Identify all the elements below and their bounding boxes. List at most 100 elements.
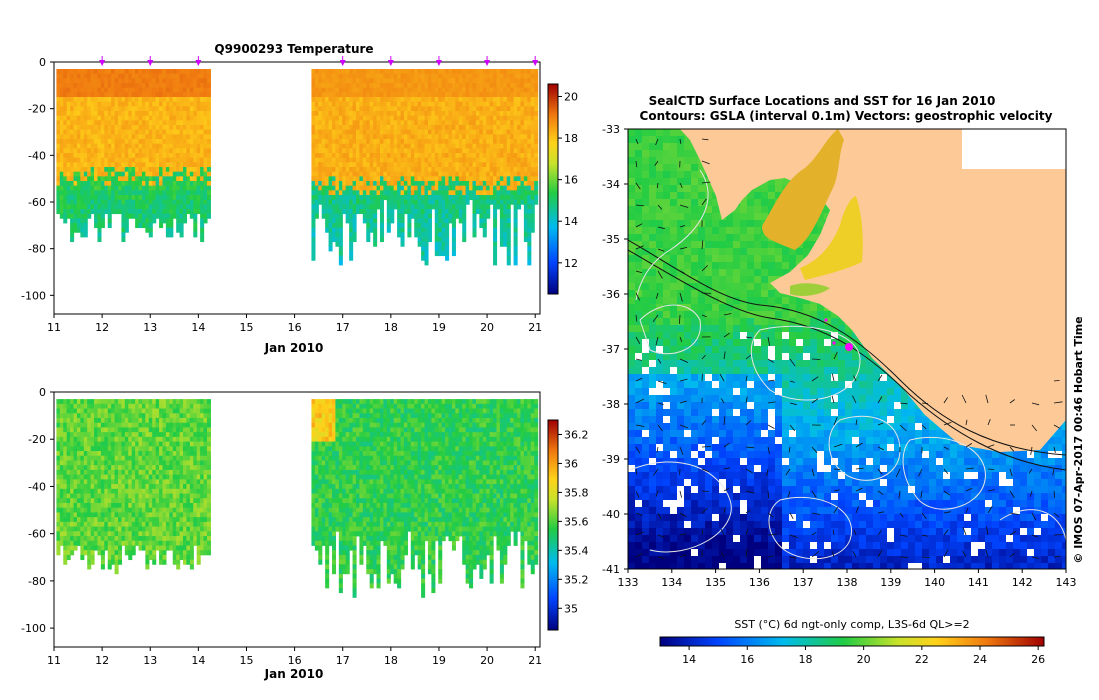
- section-cell: [76, 531, 81, 537]
- section-cell: [118, 106, 123, 112]
- section-cell: [332, 195, 337, 201]
- section-cell: [63, 209, 68, 215]
- section-cell: [152, 199, 157, 205]
- section-cell: [97, 550, 102, 556]
- section-cell: [66, 512, 71, 518]
- section-cell: [482, 195, 487, 201]
- section-cell: [206, 204, 211, 210]
- section-cell: [359, 83, 364, 89]
- section-cell: [496, 167, 501, 173]
- section-cell: [148, 181, 153, 187]
- section-cell: [345, 162, 350, 168]
- section-cell: [342, 195, 347, 201]
- section-cell: [155, 120, 160, 126]
- section-cell: [355, 87, 361, 93]
- section-cell: [159, 97, 164, 103]
- section-cell: [90, 204, 95, 210]
- section-cell: [342, 97, 347, 103]
- section-cell: [111, 101, 116, 107]
- section-cell: [517, 157, 522, 163]
- section-cell: [342, 111, 347, 117]
- section-cell: [159, 199, 164, 205]
- section-cell: [94, 512, 99, 518]
- section-cell: [159, 493, 164, 499]
- section-cell: [176, 106, 181, 112]
- section-cell: [338, 139, 343, 145]
- section-cell: [131, 101, 136, 107]
- section-cell: [451, 78, 456, 84]
- section-cell: [76, 111, 81, 117]
- section-cell: [83, 232, 88, 238]
- section-cell: [455, 111, 460, 117]
- section-cell: [56, 427, 61, 433]
- section-cell: [520, 148, 525, 154]
- section-cell: [124, 213, 129, 219]
- section-cell: [203, 129, 208, 135]
- section-cell: [496, 148, 501, 154]
- section-cell: [135, 465, 140, 471]
- section-cell: [121, 213, 126, 219]
- section-cell: [417, 101, 422, 107]
- section-cell: [400, 241, 405, 247]
- section-cell: [63, 181, 68, 187]
- section-cell: [59, 488, 64, 494]
- section-cell: [414, 167, 419, 173]
- section-cell: [335, 92, 340, 98]
- section-cell: [176, 115, 181, 121]
- section-cell: [66, 531, 71, 537]
- section-cell: [469, 171, 474, 177]
- section-cell: [366, 101, 371, 107]
- section-cell: [506, 218, 511, 224]
- section-cell: [193, 204, 198, 210]
- section-cell: [421, 157, 426, 163]
- section-cell: [475, 148, 480, 154]
- section-cell: [83, 176, 88, 182]
- section-cell: [114, 162, 119, 168]
- section-cell: [493, 97, 498, 103]
- section-cell: [465, 125, 470, 131]
- section-cell: [431, 73, 436, 79]
- section-cell: [63, 153, 68, 159]
- section-cell: [325, 115, 330, 121]
- section-cell: [176, 218, 181, 224]
- section-cell: [172, 153, 177, 159]
- section-cell: [458, 83, 463, 89]
- section-cell: [510, 139, 515, 145]
- section-cell: [421, 232, 426, 238]
- section-cell: [155, 399, 160, 405]
- section-cell: [479, 83, 484, 89]
- section-cell: [482, 83, 487, 89]
- section-cell: [87, 120, 92, 126]
- section-cell: [83, 427, 88, 433]
- section-cell: [152, 502, 157, 509]
- section-cell: [131, 209, 136, 215]
- section-cell: [349, 92, 354, 98]
- section-cell: [186, 101, 191, 107]
- section-cell: [493, 260, 498, 266]
- section-cell: [152, 493, 157, 499]
- section-cell: [104, 408, 109, 414]
- section-cell: [118, 199, 123, 205]
- section-cell: [431, 69, 436, 75]
- section-cell: [314, 209, 319, 215]
- section-cell: [59, 209, 64, 215]
- section-cell: [386, 134, 391, 140]
- section-cell: [90, 507, 95, 513]
- section-cell: [506, 153, 511, 159]
- section-cell: [76, 185, 81, 191]
- section-cell: [87, 195, 92, 201]
- section-cell: [441, 69, 446, 75]
- section-cell: [141, 545, 146, 551]
- section-cell: [421, 223, 426, 229]
- section-cell: [138, 78, 143, 84]
- section-cell: [131, 413, 136, 419]
- section-cell: [417, 153, 422, 159]
- section-cell: [80, 190, 85, 196]
- section-cell: [70, 427, 75, 433]
- section-cell: [111, 408, 116, 414]
- section-cell: [165, 162, 170, 168]
- section-cell: [73, 427, 78, 433]
- section-cell: [83, 213, 88, 219]
- section-cell: [510, 143, 515, 149]
- section-cell: [342, 125, 347, 131]
